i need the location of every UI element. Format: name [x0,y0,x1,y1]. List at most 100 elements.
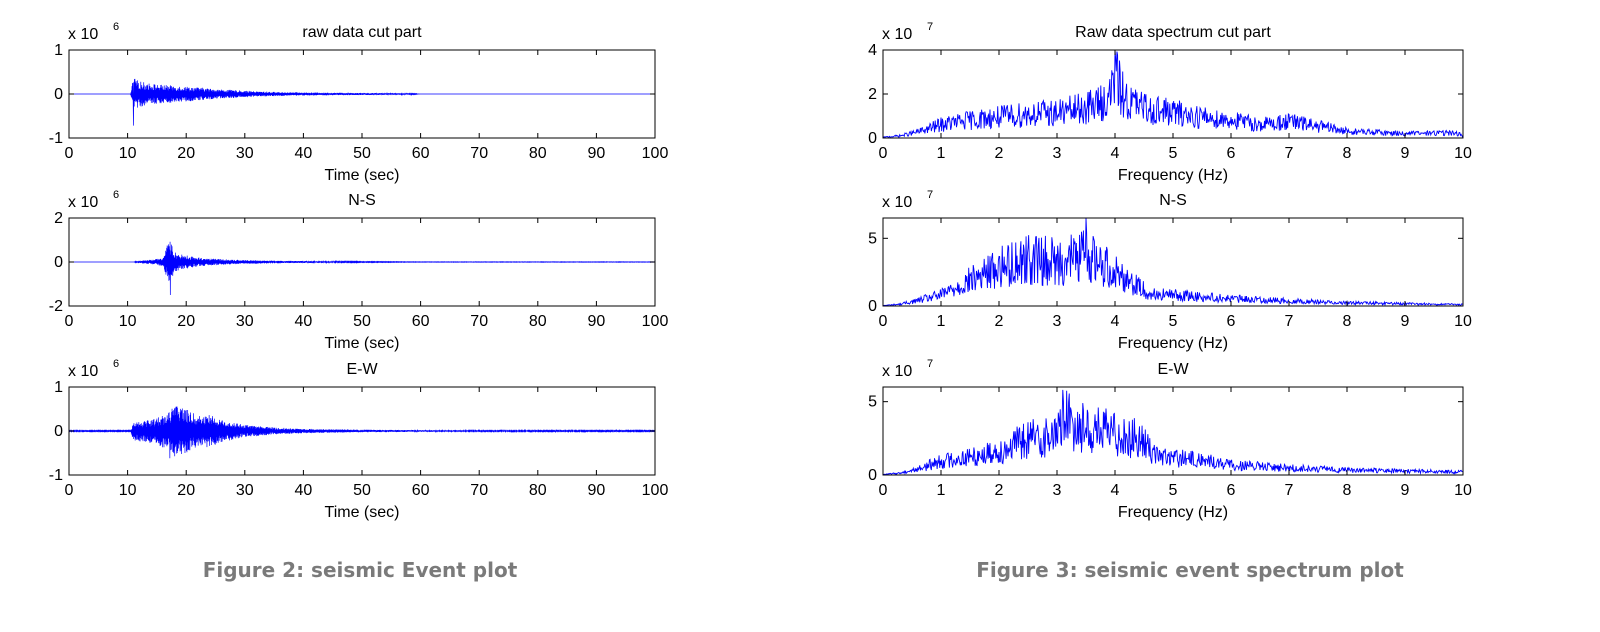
x-axis-label: Time (sec) [325,504,400,521]
y-tick-label: 0 [54,423,63,440]
x-tick-label: 0 [65,482,74,499]
x-tick-label: 2 [995,313,1004,330]
y-exponent-power: 7 [927,358,933,370]
x-tick-label: 100 [642,145,669,162]
panel-title: N-S [348,192,376,209]
y-exponent-label: x 10 [68,194,98,211]
x-tick-label: 60 [412,313,430,330]
panel-title: raw data cut part [302,24,422,41]
x-tick-label: 1 [937,145,946,162]
x-tick-label: 8 [1343,313,1352,330]
y-tick-label: 0 [868,467,877,484]
x-tick-label: 50 [353,482,371,499]
y-tick-label: -1 [49,467,63,484]
x-tick-label: 0 [879,482,888,499]
x-tick-label: 80 [529,482,547,499]
x-tick-label: 9 [1401,145,1410,162]
panel-spectrum-3: 0 1 2 3 4 5 6 7 8 9 10 0 5 E-W Frequency (Hz) x 10 7 [868,358,1472,521]
panel-title: Raw data spectrum cut part [1075,24,1271,41]
x-tick-label: 30 [236,482,254,499]
x-axis-label: Time (sec) [325,335,400,352]
x-tick-label: 70 [470,482,488,499]
x-tick-label: 2 [995,482,1004,499]
x-tick-label: 50 [353,145,371,162]
x-tick-label: 3 [1053,482,1062,499]
x-tick-label: 8 [1343,145,1352,162]
y-tick-label: 4 [868,42,877,59]
y-tick-label: 1 [54,379,63,396]
y-exponent-power: 6 [113,189,119,201]
x-tick-label: 10 [1454,145,1472,162]
y-tick-label: 0 [54,86,63,103]
x-tick-label: 9 [1401,482,1410,499]
x-tick-label: 6 [1227,482,1236,499]
x-tick-label: 70 [470,145,488,162]
y-tick-label: 1 [54,42,63,59]
y-tick-label: 0 [868,130,877,147]
x-tick-label: 0 [65,145,74,162]
y-tick-label: 0 [868,298,877,315]
x-tick-label: 1 [937,313,946,330]
x-tick-label: 6 [1227,145,1236,162]
y-tick-label: 5 [868,394,877,411]
x-tick-label: 8 [1343,482,1352,499]
signal-trace [882,389,1464,476]
signal-trace [69,78,655,126]
y-exponent-power: 6 [113,21,119,33]
x-tick-label: 20 [177,145,195,162]
x-axis-label: Frequency (Hz) [1118,504,1228,521]
panel-title: E-W [1157,361,1189,378]
y-exponent-label: x 10 [882,194,912,211]
x-tick-label: 0 [65,313,74,330]
y-exponent-power: 6 [113,358,119,370]
x-tick-label: 10 [119,482,137,499]
y-exponent-label: x 10 [68,363,98,380]
signal-trace [68,406,656,459]
x-tick-label: 90 [588,313,606,330]
x-tick-label: 3 [1053,313,1062,330]
x-tick-label: 9 [1401,313,1410,330]
panel-spectrum-1: 0 1 2 3 4 5 6 7 8 9 10 0 2 4 Raw data spectrum cut par… [868,21,1472,184]
y-tick-label: -2 [49,298,63,315]
x-tick-label: 100 [642,482,669,499]
x-tick-label: 4 [1111,145,1120,162]
x-tick-label: 90 [588,145,606,162]
x-tick-label: 70 [470,313,488,330]
x-tick-label: 4 [1111,482,1120,499]
signal-trace [69,241,656,296]
x-tick-label: 0 [879,313,888,330]
x-tick-label: 6 [1227,313,1236,330]
x-tick-label: 10 [1454,482,1472,499]
x-tick-label: 80 [529,145,547,162]
x-tick-label: 90 [588,482,606,499]
x-tick-label: 5 [1169,313,1178,330]
figure-3-caption: Figure 3: seismic event spectrum plot [976,558,1404,582]
x-axis-label: Frequency (Hz) [1118,167,1228,184]
y-tick-label: 0 [54,254,63,271]
x-tick-label: 10 [119,313,137,330]
x-tick-label: 100 [642,313,669,330]
x-tick-label: 3 [1053,145,1062,162]
x-tick-label: 1 [937,482,946,499]
x-tick-label: 7 [1285,313,1294,330]
signal-trace [882,49,1464,139]
x-tick-label: 60 [412,145,430,162]
x-tick-label: 80 [529,313,547,330]
x-tick-label: 5 [1169,482,1178,499]
x-tick-label: 20 [177,313,195,330]
x-tick-label: 7 [1285,145,1294,162]
panel-title: N-S [1159,192,1187,209]
x-tick-label: 40 [295,482,313,499]
x-tick-label: 4 [1111,313,1120,330]
x-tick-label: 50 [353,313,371,330]
x-axis-label: Frequency (Hz) [1118,335,1228,352]
y-exponent-power: 7 [927,189,933,201]
x-tick-label: 2 [995,145,1004,162]
axes-frame [882,386,1464,476]
signal-trace [882,217,1464,307]
figure-2-caption: Figure 2: seismic Event plot [202,558,518,582]
x-tick-label: 10 [1454,313,1472,330]
